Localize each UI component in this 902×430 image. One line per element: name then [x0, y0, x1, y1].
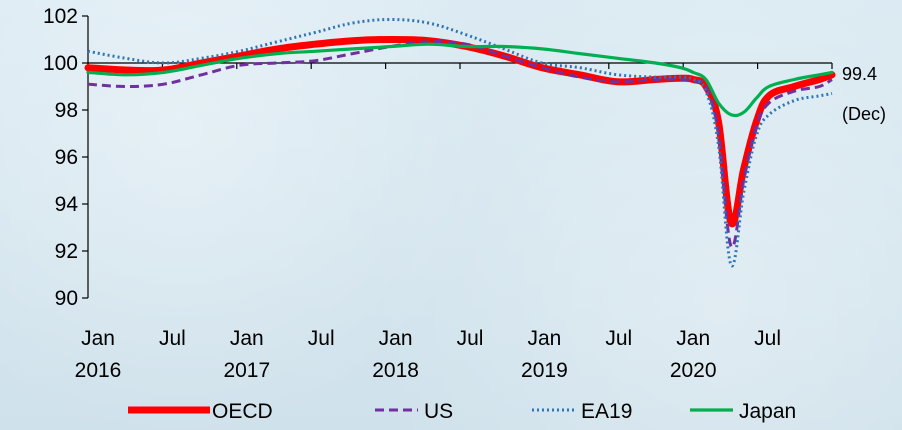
series-line-us [87, 40, 833, 249]
y-tick-label: 94 [55, 193, 79, 216]
y-tick-label: 102 [43, 5, 78, 28]
legend-label-us: US [424, 400, 453, 423]
legend: OECD US EA19 Japan [128, 400, 796, 423]
legend-label-oecd: OECD [212, 400, 273, 423]
x-tick-label: Jan [527, 327, 561, 350]
x-tick-label: Jul [605, 327, 632, 350]
legend-label-ea19: EA19 [581, 400, 632, 423]
x-axis: Jan 2016 Jul Jan 2017 Jul Jan 2018 Jul Jan 2019 Jul… [75, 62, 833, 382]
x-tick-year: 2019 [521, 359, 568, 382]
series-line-japan [86, 42, 834, 118]
y-tick-label: 96 [55, 146, 78, 169]
x-tick-year: 2020 [670, 359, 717, 382]
x-tick-label: Jan [230, 327, 264, 350]
y-tick-label: 100 [43, 52, 78, 75]
x-tick-label: Jul [457, 327, 484, 350]
x-tick-year: 2018 [372, 359, 419, 382]
series-layer [84, 18, 836, 268]
x-tick-label: Jan [676, 327, 710, 350]
x-tick-label: Jul [308, 327, 335, 350]
y-tick-label: 90 [55, 287, 78, 310]
x-tick-label: Jan [379, 327, 413, 350]
end-period-label: (Dec) [842, 104, 886, 124]
x-tick-label: Jul [159, 327, 186, 350]
y-tick-label: 92 [55, 240, 78, 263]
x-tick-label: Jan [81, 327, 115, 350]
series-line-oecd [84, 35, 836, 228]
y-axis: 90 92 94 96 98 100 102 [43, 5, 89, 310]
x-tick-year: 2016 [75, 359, 122, 382]
legend-label-japan: Japan [739, 400, 796, 423]
end-value-label: 99.4 [842, 64, 877, 84]
annotation-layer: 99.4 (Dec) [842, 64, 886, 124]
x-tick-label: Jul [754, 327, 781, 350]
y-tick-label: 98 [55, 99, 78, 122]
x-tick-year: 2017 [223, 359, 270, 382]
